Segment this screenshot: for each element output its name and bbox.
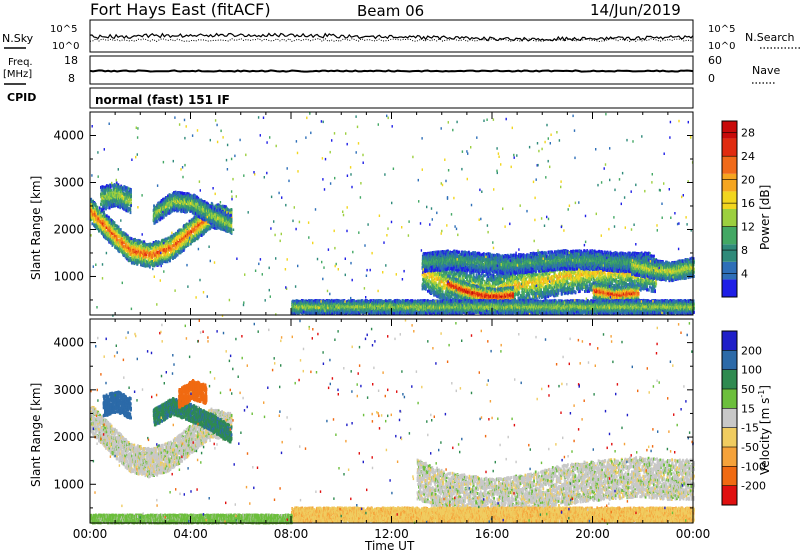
cpid-value: normal (fast) 151 IF [95,93,230,107]
date-label: 14/Jun/2019 [590,1,681,19]
cpid-label: CPID [7,91,36,104]
heatmap-cell [135,239,137,242]
heatmap-cell [114,221,116,224]
heatmap-cell [120,228,122,231]
freq-series-line [90,70,693,71]
heatmap-cell [91,222,93,225]
heatmap-cell [135,256,137,259]
nave-tick-high: 60 [708,54,722,67]
heatmap-cell [99,206,101,209]
freq-label: Freq. [8,57,33,68]
heatmap-cell [131,237,133,240]
heatmap-cell [133,258,135,261]
radar-figure: Fort Hays East (fitACF) Beam 06 14/Jun/2… [0,0,800,554]
nsky-tick-high: 10^5 [50,24,77,35]
nave-label: Nave [752,64,780,77]
nsearch-series-line [90,39,693,42]
nsky-series-line [90,34,693,41]
heatmap-cell [96,206,98,209]
heatmap-cell [98,230,100,233]
freq-tick-low: 8 [68,72,75,85]
power-heatmap [90,112,695,317]
nsky-label: N.Sky [2,32,34,45]
heatmap-cell [106,214,108,217]
nsky-tick-low: 10^0 [52,41,79,52]
nsearch-label: N.Search [745,31,795,44]
nsearch-tick-high: 10^5 [708,24,735,35]
heatmap-cell [93,206,95,209]
nave-tick-low: 0 [708,72,715,85]
beam-label: Beam 06 [357,2,424,20]
freq-unit: [MHz] [3,69,32,80]
figure-title: Fort Hays East (fitACF) [90,0,271,19]
nsearch-tick-low: 10^0 [708,41,735,52]
freq-tick-high: 18 [64,54,78,67]
